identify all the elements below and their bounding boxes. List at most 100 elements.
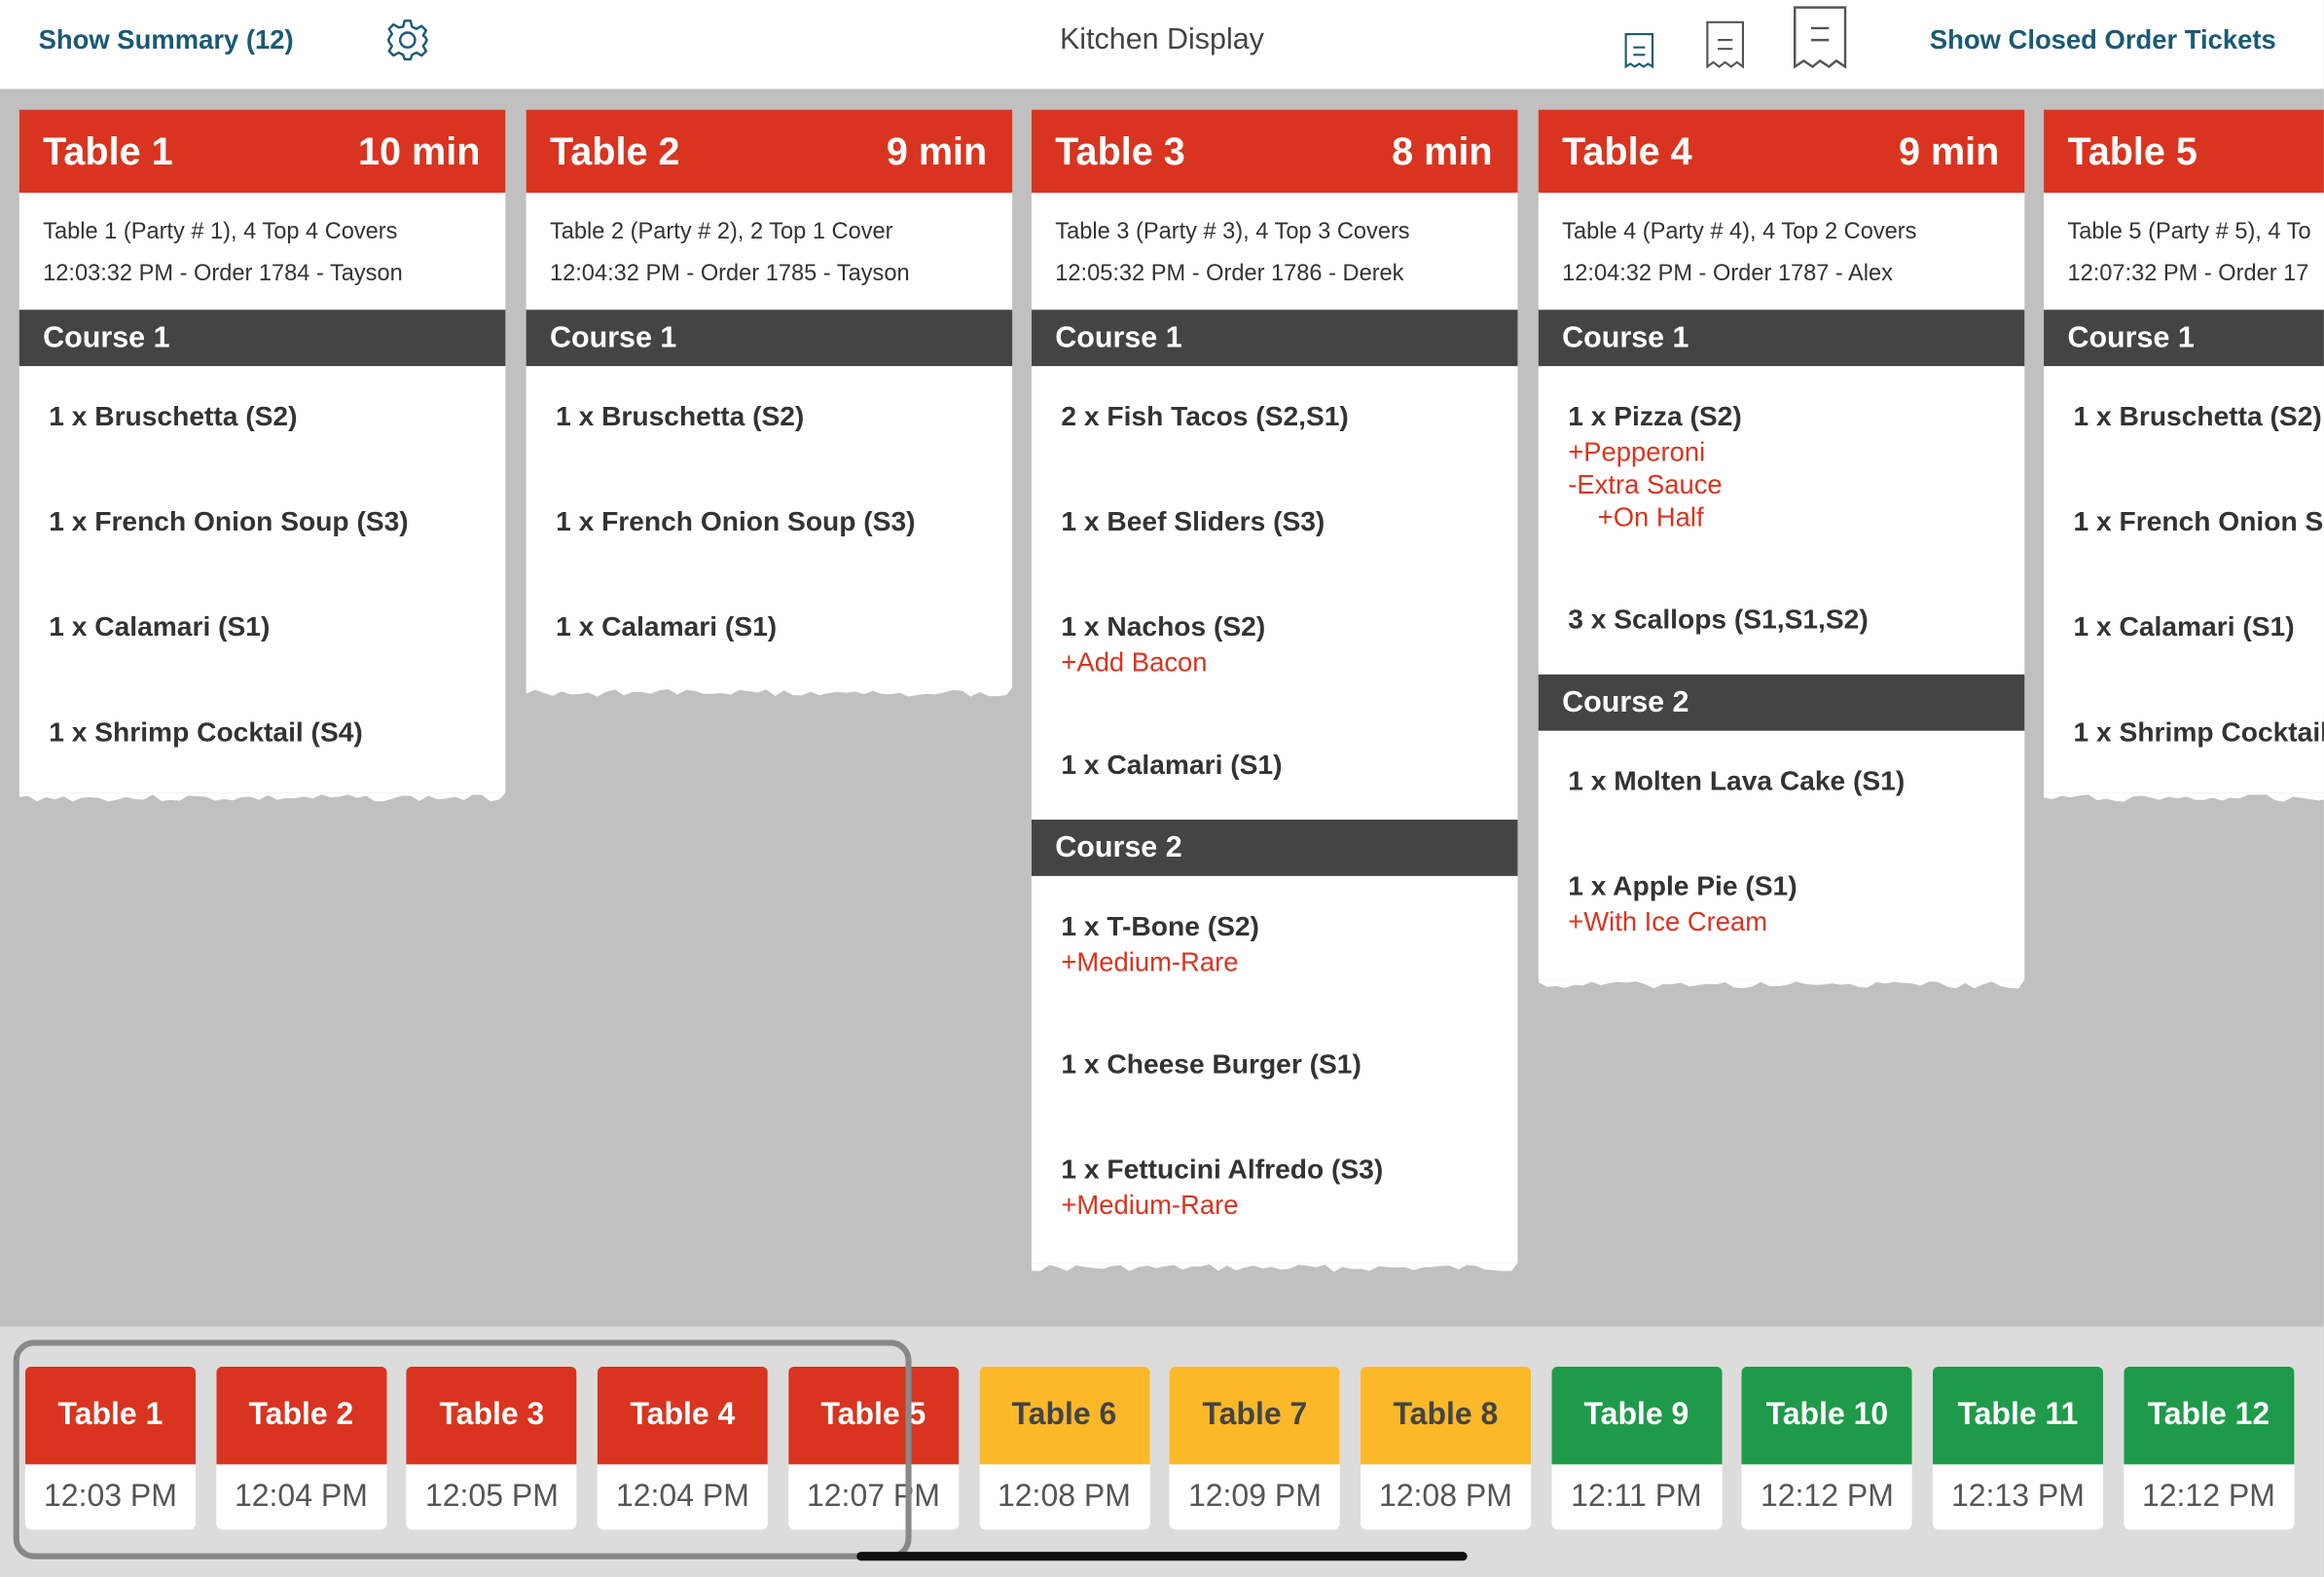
item-text: 1 x Calamari (S1) [556,610,778,642]
order-item[interactable]: 1 x Molten Lava Cake (S1) [1539,731,2025,836]
item-text: 3 x Scallops (S1,S1,S2) [1568,603,1869,635]
tab-time: 12:08 PM [997,1479,1131,1514]
course-header: Course 2 [1031,819,1518,876]
ticket-header: Table 4 9 min [1538,109,2025,193]
torn-edge [1031,1263,1518,1272]
tab-table-name: Table 8 [1360,1366,1531,1465]
order-item[interactable]: 1 x Shrimp Cocktail (S4) [19,681,506,787]
tab-table-name: Table 4 [597,1366,769,1465]
ticket-info: Table 4 (Party # 4), 4 Top 2 Covers 12:04… [1539,193,2025,310]
order-item[interactable]: 1 x Shrimp Cocktail (S4) [2044,681,2324,787]
order-item[interactable]: 1 x T-Bone (S2) +Medium-Rare [1032,876,1518,1014]
ticket-header: Table 1 10 min [18,109,506,193]
order-item[interactable]: 1 x Bruschetta (S2) [2044,366,2324,471]
info-line: Table 5 (Party # 5), 4 To [2067,219,2311,245]
item-text: 1 x Shrimp Cocktail (S4) [2073,715,2324,748]
tab-table-name: Table 5 [787,1366,960,1465]
course-header: Course 1 [526,310,1013,367]
order-ticket[interactable]: Table 4 9 min Table 4 (Party # 4), 4 Top 2… [1538,109,2025,989]
info-line: 12:05:32 PM - Order 1786 - Derek [1055,260,1404,286]
table-tab[interactable]: Table 12 12:12 PM [2123,1366,2294,1530]
item-text: 1 x Apple Pie (S1) [1568,869,1797,901]
order-ticket[interactable]: Table 1 10 min Table 1 (Party # 1), 4 Top … [18,109,506,802]
item-text: 2 x Fish Tacos (S2,S1) [1061,400,1349,432]
table-tab[interactable]: Table 10 12:12 PM [1741,1366,1912,1530]
medium-ticket-icon[interactable] [1704,20,1746,71]
order-item[interactable]: 2 x Fish Tacos (S2,S1) [1032,366,1518,471]
home-indicator [856,1552,1468,1561]
order-ticket[interactable]: Table 3 8 min Table 3 (Party # 3), 4 Top 3… [1031,109,1518,1272]
order-item[interactable]: 1 x Apple Pie (S1) +With Ice Cream [1539,836,2025,974]
ticket-header: Table 5 [2044,109,2324,193]
order-item[interactable]: 3 x Scallops (S1,S1,S2) [1539,569,2025,675]
order-ticket[interactable]: Table 2 9 min Table 2 (Party # 2), 2 Top 1… [526,109,1013,697]
info-line: 12:04:32 PM - Order 1787 - Alex [1562,260,1893,286]
tab-time: 12:12 PM [1760,1479,1894,1514]
tab-time: 12:13 PM [1950,1479,2085,1514]
order-item[interactable]: 1 x Calamari (S1) [19,576,506,681]
item-text: 1 x Pizza (S2) [1568,400,1742,432]
torn-shape [1538,979,2025,989]
table-tab[interactable]: Table 3 12:05 PM [406,1366,578,1530]
order-item[interactable]: 1 x Calamari (S1) [1032,715,1518,820]
elapsed-time: 8 min [1392,128,1493,173]
item-text: 1 x T-Bone (S2) [1061,909,1259,941]
table-name: Table 1 [43,128,173,173]
tab-table-name: Table 11 [1932,1366,2103,1465]
modifier: +Medium-Rare [1061,946,1239,977]
torn-shape [526,687,1013,697]
page-title: Kitchen Display [1059,23,1264,56]
show-closed-tickets[interactable]: Show Closed Order Tickets [1929,24,2276,55]
info-line: 12:04:32 PM - Order 1785 - Tayson [549,260,910,286]
settings-icon[interactable] [385,18,430,62]
tab-time: 12:11 PM [1571,1479,1702,1514]
show-summary[interactable]: Show Summary (12) [38,24,294,55]
table-name: Table 3 [1055,128,1185,173]
order-item[interactable]: 1 x Cheese Burger (S1) [1032,1013,1518,1119]
info-line: Table 3 (Party # 3), 4 Top 3 Covers [1055,219,1410,245]
order-item[interactable]: 1 x Calamari (S1) [527,576,1013,681]
torn-edge [526,687,1013,697]
order-item[interactable]: 1 x French Onion Soup (S3) [527,471,1013,576]
order-item[interactable]: 1 x Bruschetta (S2) [19,366,506,471]
torn-edge [1538,979,2025,989]
table-tab[interactable]: Table 2 12:04 PM [215,1366,387,1530]
table-tab[interactable]: Table 6 12:08 PM [978,1366,1150,1530]
large-ticket-icon[interactable] [1792,6,1848,74]
table-tab[interactable]: Table 4 12:04 PM [597,1366,769,1530]
table-tab[interactable]: Table 1 12:03 PM [24,1366,197,1530]
tab-time: 12:09 PM [1187,1479,1322,1514]
order-item[interactable]: 1 x French Onion Soup (S3) [2044,471,2324,576]
item-text: 1 x Calamari (S1) [1061,748,1283,780]
order-item[interactable]: 1 x Calamari (S1) [2044,576,2324,681]
table-tab[interactable]: Table 5 12:07 PM [787,1366,960,1530]
ticket-header: Table 3 8 min [1031,109,1518,193]
tab-table-name: Table 3 [406,1366,578,1465]
selection-frame [13,1339,912,1559]
torn-edge [18,792,506,802]
small-ticket-icon[interactable] [1621,32,1657,71]
order-item[interactable]: 1 x Bruschetta (S2) [527,366,1013,471]
order-item[interactable]: 1 x Fettucini Alfredo (S3) +Medium-Rare [1032,1119,1518,1258]
order-item[interactable]: 1 x Pizza (S2) +Pepperoni -Extra Sauce +On … [1539,366,2025,569]
order-item[interactable]: 1 x Beef Sliders (S3) [1032,471,1518,576]
item-text: 1 x Calamari (S1) [2073,610,2295,642]
modifier: +Add Bacon [1061,647,1208,678]
table-tab[interactable]: Table 7 12:09 PM [1169,1366,1340,1530]
table-tab[interactable]: Table 11 12:13 PM [1932,1366,2103,1530]
order-item[interactable]: 1 x Nachos (S2) +Add Bacon [1032,576,1518,715]
order-item[interactable]: 1 x French Onion Soup (S3) [19,471,506,576]
tab-time: 12:03 PM [43,1479,177,1514]
item-text: 1 x Bruschetta (S2) [2073,400,2322,432]
tab-table-name: Table 6 [978,1366,1150,1465]
torn-shape [18,792,506,802]
course-header: Course 1 [2044,310,2324,367]
table-tab[interactable]: Table 9 12:11 PM [1550,1366,1722,1530]
table-tab[interactable]: Table 8 12:08 PM [1360,1366,1531,1530]
top-bar: Show Summary (12) Kitchen Display Show C… [0,0,2324,90]
order-ticket[interactable]: Table 5 Table 5 (Party # 5), 4 To 12:07:32… [2044,109,2324,802]
elapsed-time: 9 min [1898,128,2000,173]
item-text: 1 x French Onion Soup (S3) [2073,505,2324,537]
modifier: -Extra Sauce [1568,469,1723,500]
